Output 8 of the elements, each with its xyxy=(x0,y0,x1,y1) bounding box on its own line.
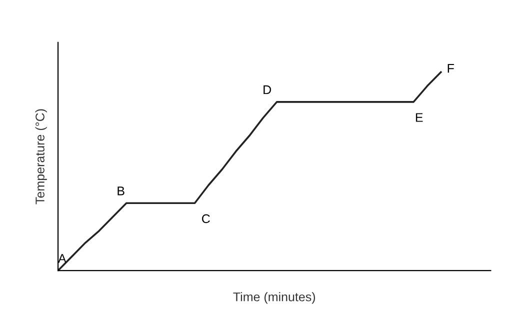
x-axis-title: Time (minutes) xyxy=(233,292,316,304)
annotation: A xyxy=(58,254,66,263)
text: F xyxy=(448,64,454,73)
annotation: D xyxy=(264,85,272,94)
annotation: B xyxy=(118,186,124,196)
annotation: C xyxy=(202,214,210,224)
annotation: E xyxy=(416,113,423,122)
y-axis-title: Temperature (°C) xyxy=(35,109,47,204)
